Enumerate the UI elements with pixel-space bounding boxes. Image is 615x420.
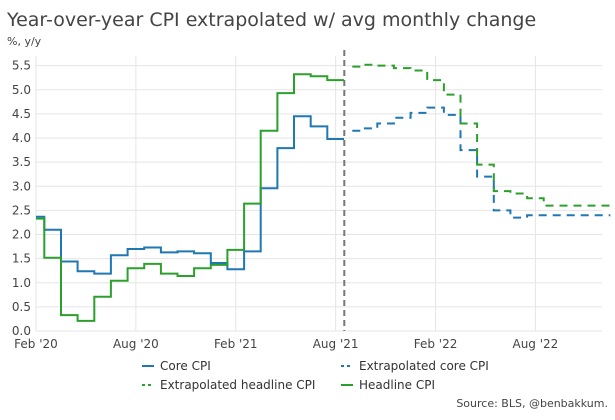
legend-label: Extrapolated core CPI [359,359,489,373]
series-lines [36,63,611,322]
x-tick-label: Feb '21 [214,337,258,351]
y-tick-label: 1.0 [12,276,31,290]
y-axis: 0.0 0.5 1.0 1.5 2.0 2.5 3.0 3.5 4.0 4.5 5.0 5.5 [12,59,31,338]
y-tick-label: 2.5 [12,203,31,217]
series-line-headline-cpi [36,73,344,322]
y-tick-label: 2.0 [12,228,31,242]
y-tick-label: 3.0 [12,179,31,193]
source-note: Source: BLS, @benbakkum. [456,397,608,410]
x-tick-label: Feb '22 [414,337,458,351]
series-line-extrapolated-core-cpi [352,106,611,219]
x-tick-label: Aug '20 [113,337,159,351]
chart-title: Year-over-year CPI extrapolated w/ avg m… [6,9,536,31]
x-tick-label: Aug '22 [512,337,558,351]
y-tick-label: 1.5 [12,252,31,266]
y-tick-label: 3.5 [12,155,31,169]
legend-label: Core CPI [160,359,211,373]
y-tick-label: 5.0 [12,83,31,97]
series-line-extrapolated-headline-cpi [352,63,611,207]
legend-label: Headline CPI [359,378,435,392]
y-tick-label: 5.5 [12,59,31,73]
y-tick-label: 4.0 [12,131,31,145]
grid [35,56,602,332]
x-tick-label: Feb '20 [14,337,58,351]
legend-label: Extrapolated headline CPI [160,378,315,392]
series-line-core-cpi [36,115,344,275]
y-tick-label: 4.5 [12,107,31,121]
chart-subtitle: %, y/y [7,35,42,48]
legend: Core CPI Extrapolated core CPI Extrapolate… [142,359,489,392]
x-tick-label: Aug '21 [313,337,359,351]
y-tick-label: 0.0 [12,324,31,338]
x-axis: Feb '20 Aug '20 Feb '21 Aug '21 Feb '22 Aug '… [14,337,558,351]
y-tick-label: 0.5 [12,300,31,314]
